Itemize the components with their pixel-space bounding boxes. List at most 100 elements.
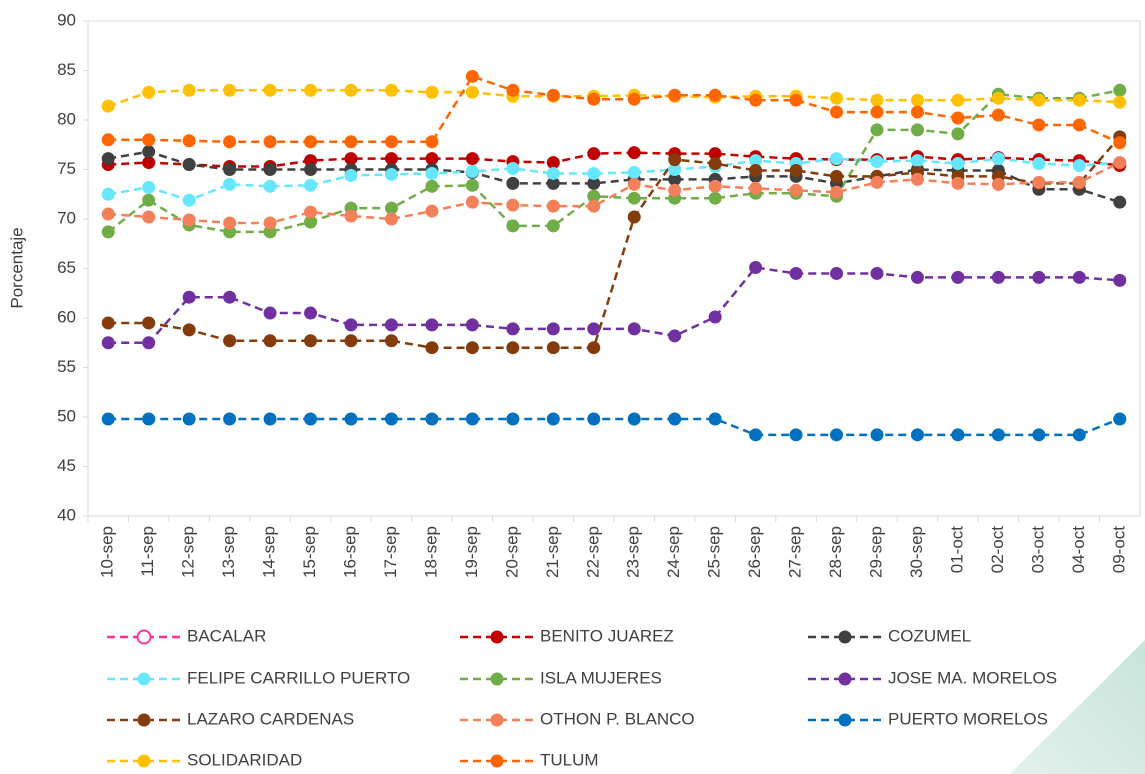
data-point (223, 163, 237, 176)
data-point (506, 341, 520, 355)
data-point (870, 93, 884, 107)
x-tick-label: 13-sep (219, 526, 238, 578)
legend-marker (137, 713, 151, 727)
x-tick-label: 02-oct (988, 526, 1007, 574)
data-point (142, 133, 156, 147)
decoration (1010, 640, 1145, 774)
data-point (546, 322, 560, 336)
data-point (223, 83, 237, 97)
data-point (546, 88, 560, 102)
x-tick-label: 22-sep (583, 526, 602, 578)
data-point (830, 152, 844, 166)
legend-marker (838, 713, 852, 727)
data-point (1072, 159, 1086, 173)
data-point (101, 99, 115, 113)
data-point (668, 88, 682, 102)
data-point (870, 105, 884, 119)
data-point (506, 162, 520, 176)
data-point (101, 316, 115, 330)
data-point (587, 412, 601, 426)
x-tick-label: 09-oct (1109, 526, 1128, 574)
series-line (108, 136, 1121, 349)
data-point (425, 179, 439, 193)
y-tick-label: 60 (57, 307, 76, 326)
data-point (384, 334, 398, 348)
data-point (182, 412, 196, 426)
data-point (344, 318, 358, 332)
data-point (263, 334, 277, 348)
data-point (304, 412, 318, 426)
data-point (587, 147, 601, 161)
data-point (910, 93, 924, 107)
data-point (951, 111, 965, 125)
data-point (1072, 93, 1086, 107)
data-point (991, 152, 1005, 166)
data-point (546, 176, 560, 190)
legend-label: PUERTO MORELOS (888, 709, 1048, 728)
data-point (465, 341, 479, 355)
legend-marker (136, 629, 152, 645)
series-line (108, 417, 1121, 437)
data-point (142, 85, 156, 99)
data-point (182, 290, 196, 304)
data-point (749, 181, 763, 195)
x-tick-label: 11-sep (138, 526, 157, 577)
data-point (384, 83, 398, 97)
data-point (223, 225, 237, 239)
data-point (223, 177, 237, 191)
data-point (465, 69, 479, 83)
legend-label: COZUMEL (888, 626, 971, 645)
data-point (425, 152, 439, 166)
data-point (425, 412, 439, 426)
data-point (789, 266, 803, 280)
data-point (263, 225, 277, 239)
data-point (465, 412, 479, 426)
data-point (668, 163, 682, 176)
x-tick-label: 14-sep (260, 526, 279, 578)
data-point (425, 318, 439, 332)
data-point (749, 261, 763, 275)
x-tick-label: 28-sep (826, 526, 845, 578)
data-point (951, 93, 965, 107)
data-point (627, 177, 641, 191)
data-point (223, 135, 237, 149)
x-tick-label: 16-sep (340, 526, 359, 578)
data-point (182, 213, 196, 227)
series-line (107, 89, 1121, 234)
data-point (384, 135, 398, 149)
x-tick-label: 25-sep (705, 526, 724, 578)
data-point (546, 156, 560, 170)
data-point (1072, 428, 1086, 442)
data-point (344, 209, 358, 223)
y-tick-label: 70 (57, 208, 76, 227)
data-point (830, 266, 844, 280)
data-point (425, 135, 439, 149)
data-point (263, 306, 277, 320)
data-point (991, 108, 1005, 122)
data-point (465, 178, 479, 192)
data-point (991, 270, 1005, 284)
x-tick-label: 23-sep (624, 526, 643, 578)
data-point (546, 341, 560, 355)
data-point (587, 189, 601, 203)
data-point (627, 146, 641, 160)
data-point (910, 123, 924, 137)
data-point (344, 412, 358, 426)
data-point (425, 341, 439, 355)
data-point (1032, 157, 1046, 171)
y-tick-label: 40 (57, 505, 76, 524)
data-point (910, 105, 924, 119)
data-point (263, 83, 277, 97)
data-point (223, 290, 237, 304)
data-point (1113, 195, 1127, 209)
data-point (951, 428, 965, 442)
data-point (830, 169, 844, 183)
data-point (1113, 95, 1127, 109)
legend-label: LAZARO CARDENAS (187, 709, 354, 728)
legend-label: FELIPE CARRILLO PUERTO (187, 668, 410, 687)
legend-marker (838, 672, 852, 686)
legend-label: JOSE MA. MORELOS (888, 668, 1057, 687)
data-point (546, 219, 560, 233)
data-point (910, 270, 924, 284)
